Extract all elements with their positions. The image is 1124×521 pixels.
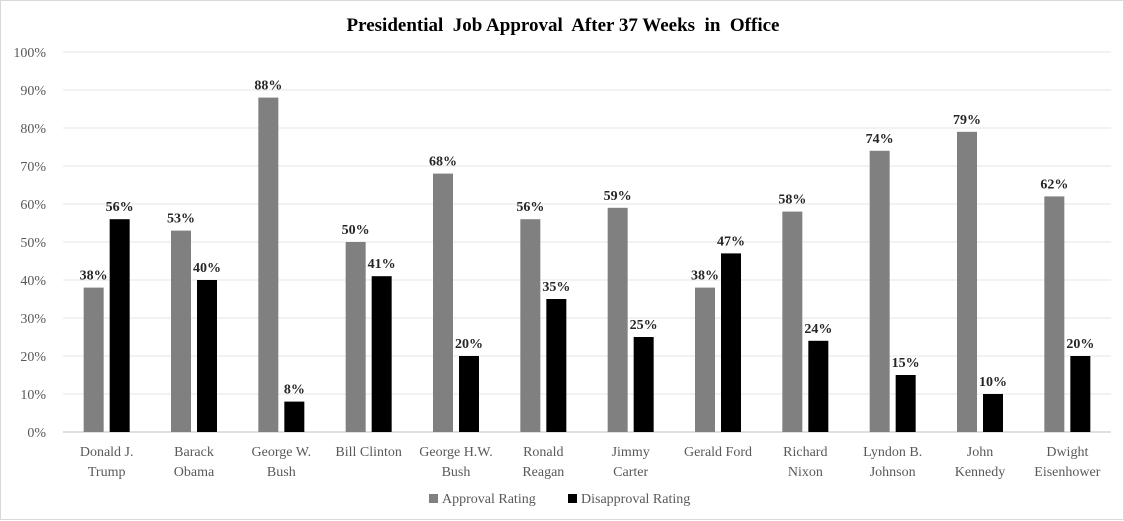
data-label: 47% bbox=[717, 234, 745, 249]
y-tick-label: 100% bbox=[13, 46, 46, 61]
data-label: 24% bbox=[804, 322, 832, 337]
x-tick-label: Donald J. bbox=[80, 445, 134, 460]
data-label: 53% bbox=[167, 212, 195, 227]
bars bbox=[83, 97, 1091, 433]
x-tick-label: Nixon bbox=[788, 465, 823, 480]
y-tick-label: 70% bbox=[20, 160, 46, 175]
x-tick-label: Eisenhower bbox=[1034, 465, 1100, 480]
approval-bar bbox=[957, 131, 977, 433]
data-label: 15% bbox=[892, 356, 920, 371]
data-label: 8% bbox=[284, 383, 305, 398]
approval-bar bbox=[782, 211, 803, 432]
approval-bar bbox=[520, 219, 541, 432]
x-tick-label: John bbox=[967, 445, 993, 460]
data-label: 58% bbox=[778, 193, 806, 208]
disapproval-bar bbox=[721, 253, 741, 432]
approval-bar bbox=[258, 97, 279, 432]
x-tick-label: Bush bbox=[442, 465, 471, 480]
data-label: 10% bbox=[979, 375, 1007, 390]
y-axis: 0% 10% 20% 30% 40% 50% 60% 70% 80% 90% 100% bbox=[13, 46, 46, 441]
data-label: 68% bbox=[429, 155, 457, 170]
data-label: 41% bbox=[368, 257, 396, 272]
legend-swatch-approval bbox=[429, 494, 438, 503]
legend-swatch-disapproval bbox=[568, 494, 577, 503]
gridlines bbox=[63, 51, 1111, 433]
data-label: 74% bbox=[866, 132, 894, 147]
approval-bar bbox=[607, 207, 628, 432]
x-axis: Donald J. Trump Barack Obama George W. Bush Bi… bbox=[80, 445, 1101, 480]
y-tick-label: 60% bbox=[20, 198, 46, 213]
disapproval-bar bbox=[197, 280, 217, 432]
data-label: 35% bbox=[542, 280, 570, 295]
approval-bar bbox=[171, 230, 191, 432]
disapproval-bar bbox=[808, 340, 829, 432]
x-tick-label: Obama bbox=[174, 465, 215, 480]
disapproval-bar bbox=[983, 394, 1003, 432]
data-label: 56% bbox=[106, 200, 134, 215]
x-tick-label: Ronald bbox=[523, 445, 563, 460]
disapproval-bar bbox=[895, 375, 916, 432]
x-tick-label: Barack bbox=[174, 445, 214, 460]
approval-bar bbox=[1044, 196, 1065, 432]
legend: Approval Rating Disapproval Rating bbox=[429, 492, 690, 507]
chart-title: Presidential Job Approval After 37 Weeks… bbox=[347, 15, 780, 36]
y-tick-label: 20% bbox=[20, 350, 46, 365]
x-tick-label: Richard bbox=[783, 445, 827, 460]
approval-bar bbox=[869, 150, 890, 433]
x-tick-label: Bill Clinton bbox=[335, 445, 402, 460]
approval-bar bbox=[433, 173, 453, 432]
legend-label-approval: Approval Rating bbox=[442, 492, 536, 507]
data-labels: 38% 56% 53% 40% 88% 8% 50% 41% 68% 20% 56% 35% 59% 25… bbox=[80, 79, 1095, 398]
x-tick-label: Bush bbox=[267, 465, 296, 480]
x-tick-label: Dwight bbox=[1046, 445, 1088, 460]
data-label: 38% bbox=[80, 269, 108, 284]
disapproval-bar bbox=[371, 276, 392, 432]
y-tick-label: 0% bbox=[27, 426, 46, 441]
x-tick-label: Jimmy bbox=[612, 445, 650, 460]
data-label: 38% bbox=[691, 269, 719, 284]
x-tick-label: Reagan bbox=[522, 465, 564, 480]
data-label: 56% bbox=[516, 200, 544, 215]
x-tick-label: Kennedy bbox=[955, 465, 1006, 480]
data-label: 20% bbox=[455, 337, 483, 352]
disapproval-bar bbox=[459, 356, 479, 432]
x-tick-label: Gerald Ford bbox=[684, 445, 752, 460]
y-tick-label: 80% bbox=[20, 122, 46, 137]
y-tick-label: 40% bbox=[20, 274, 46, 289]
legend-label-disapproval: Disapproval Rating bbox=[581, 492, 690, 507]
disapproval-bar bbox=[109, 219, 130, 432]
y-tick-label: 30% bbox=[20, 312, 46, 327]
y-tick-label: 50% bbox=[20, 236, 46, 251]
disapproval-bar bbox=[284, 401, 305, 432]
disapproval-bar bbox=[546, 299, 567, 432]
x-tick-label: Carter bbox=[613, 465, 648, 480]
approval-bar bbox=[345, 242, 366, 432]
data-label: 62% bbox=[1040, 177, 1068, 192]
disapproval-bar bbox=[1070, 356, 1091, 432]
y-tick-label: 10% bbox=[20, 388, 46, 403]
data-label: 50% bbox=[342, 223, 370, 238]
data-label: 40% bbox=[193, 261, 221, 276]
x-tick-label: Trump bbox=[88, 465, 126, 480]
x-tick-label: George H.W. bbox=[419, 445, 493, 460]
data-label: 59% bbox=[604, 189, 632, 204]
x-tick-label: Lyndon B. bbox=[863, 445, 922, 460]
x-tick-label: George W. bbox=[252, 445, 312, 460]
data-label: 25% bbox=[630, 318, 658, 333]
y-tick-label: 90% bbox=[20, 84, 46, 99]
approval-bar bbox=[695, 287, 715, 432]
data-label: 79% bbox=[953, 113, 981, 128]
approval-bar bbox=[83, 287, 104, 432]
disapproval-bar bbox=[633, 337, 654, 432]
data-label: 20% bbox=[1066, 337, 1094, 352]
x-tick-label: Johnson bbox=[870, 465, 916, 480]
data-label: 88% bbox=[254, 79, 282, 94]
